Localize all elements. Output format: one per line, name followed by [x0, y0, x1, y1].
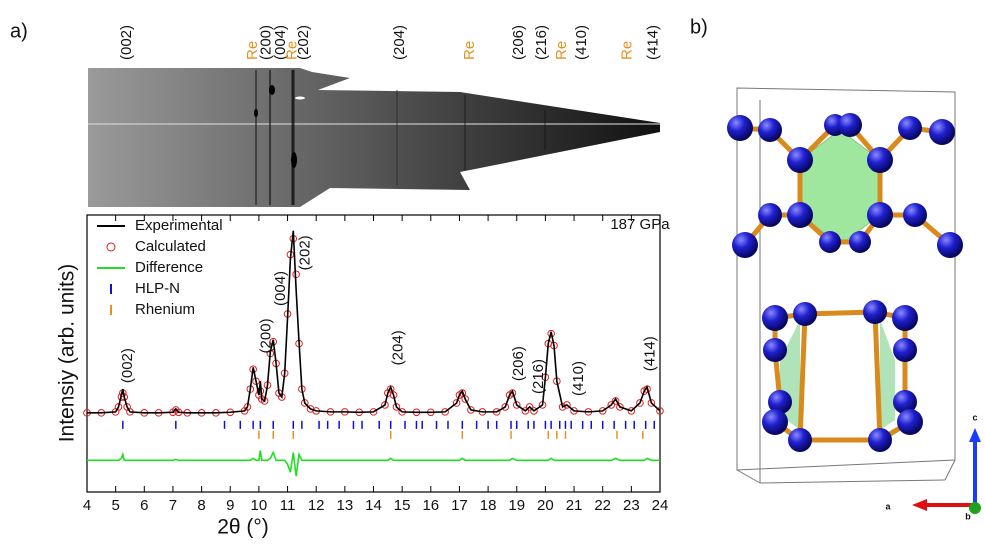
axis-letter: c	[972, 412, 977, 422]
image-label: (216)	[533, 25, 550, 60]
peak-label: (204)	[390, 330, 407, 365]
legend-label: Experimental	[135, 217, 223, 234]
image-label: Re	[619, 41, 636, 60]
image-label: Re	[284, 41, 301, 60]
series-line	[87, 230, 661, 414]
data-point	[521, 407, 530, 415]
data-point	[563, 401, 571, 409]
data-point	[525, 403, 534, 411]
peak-label: (410)	[570, 361, 587, 396]
structure-axes-triad	[912, 428, 981, 514]
x-tick-label: 24	[652, 497, 669, 514]
x-tick-label: 8	[197, 497, 205, 514]
image-label: Re	[461, 41, 478, 60]
data-point	[547, 329, 555, 338]
data-point	[530, 407, 538, 415]
peak-label: (002)	[119, 348, 136, 383]
legend-label: Difference	[135, 259, 203, 276]
legend-label: HLP-N	[135, 280, 180, 297]
legend-label: Calculated	[135, 238, 206, 255]
image-label: Re	[553, 41, 570, 60]
peak-label: (206)	[510, 346, 527, 381]
x-tick-label: 20	[537, 497, 554, 514]
x-tick-label: 6	[140, 497, 148, 514]
x-tick-label: 11	[280, 497, 296, 514]
data-point	[616, 403, 624, 411]
data-point	[607, 401, 616, 409]
data-point	[512, 401, 521, 409]
x-tick-label: 7	[169, 497, 177, 514]
axis-letter: a	[885, 501, 891, 511]
image-label: (204)	[391, 25, 408, 60]
x-tick-label: 19	[508, 497, 525, 514]
x-tick-label: 18	[480, 497, 497, 514]
annotation: 187 GPa	[610, 216, 670, 233]
plot-frame	[86, 214, 661, 493]
peak-label: (414)	[642, 336, 659, 371]
diffraction-image	[88, 68, 660, 207]
x-tick-label: 16	[422, 497, 439, 514]
x-axis-title: 2θ (°)	[217, 516, 269, 539]
image-label: (002)	[118, 25, 135, 60]
peak-label: (202)	[296, 235, 313, 270]
x-tick-label: 4	[83, 497, 91, 514]
data-point	[636, 399, 644, 407]
image-label: (410)	[573, 25, 590, 60]
data-point	[501, 403, 510, 411]
image-label: (206)	[510, 25, 527, 60]
data-point	[647, 399, 656, 407]
y-axis-title: Intensiy (arb. units)	[56, 264, 79, 443]
series-line	[87, 450, 660, 477]
x-tick-label: 13	[337, 497, 354, 514]
peak-label: (216)	[530, 359, 547, 394]
x-tick-label: 17	[451, 497, 468, 514]
x-tick-label: 15	[394, 497, 411, 514]
image-label: (414)	[645, 25, 662, 60]
data-point	[656, 407, 664, 415]
x-tick-label: 21	[566, 497, 583, 514]
data-point	[627, 407, 636, 415]
crystal-structure	[727, 87, 963, 484]
data-point	[461, 395, 469, 403]
image-label: (004)	[272, 25, 289, 60]
image-label: (200)	[258, 25, 275, 60]
x-tick-label: 22	[594, 497, 611, 514]
panel-label: b)	[690, 16, 708, 38]
image-label: Re	[244, 41, 261, 60]
peak-label: (004)	[272, 271, 289, 306]
legend-label: Rhenium	[135, 301, 195, 318]
data-point	[452, 399, 461, 407]
x-tick-label: 5	[111, 497, 119, 514]
x-tick-label: 10	[251, 497, 268, 514]
image-label: (202)	[295, 25, 312, 60]
panel-label: a)	[10, 20, 28, 42]
legend-swatch	[106, 242, 116, 252]
x-tick-label: 14	[365, 497, 382, 514]
peak-label: (200)	[258, 318, 275, 353]
x-tick-label: 9	[226, 497, 234, 514]
x-tick-label: 12	[308, 497, 325, 514]
axis-letter: b	[965, 511, 971, 521]
x-tick-label: 23	[623, 497, 640, 514]
